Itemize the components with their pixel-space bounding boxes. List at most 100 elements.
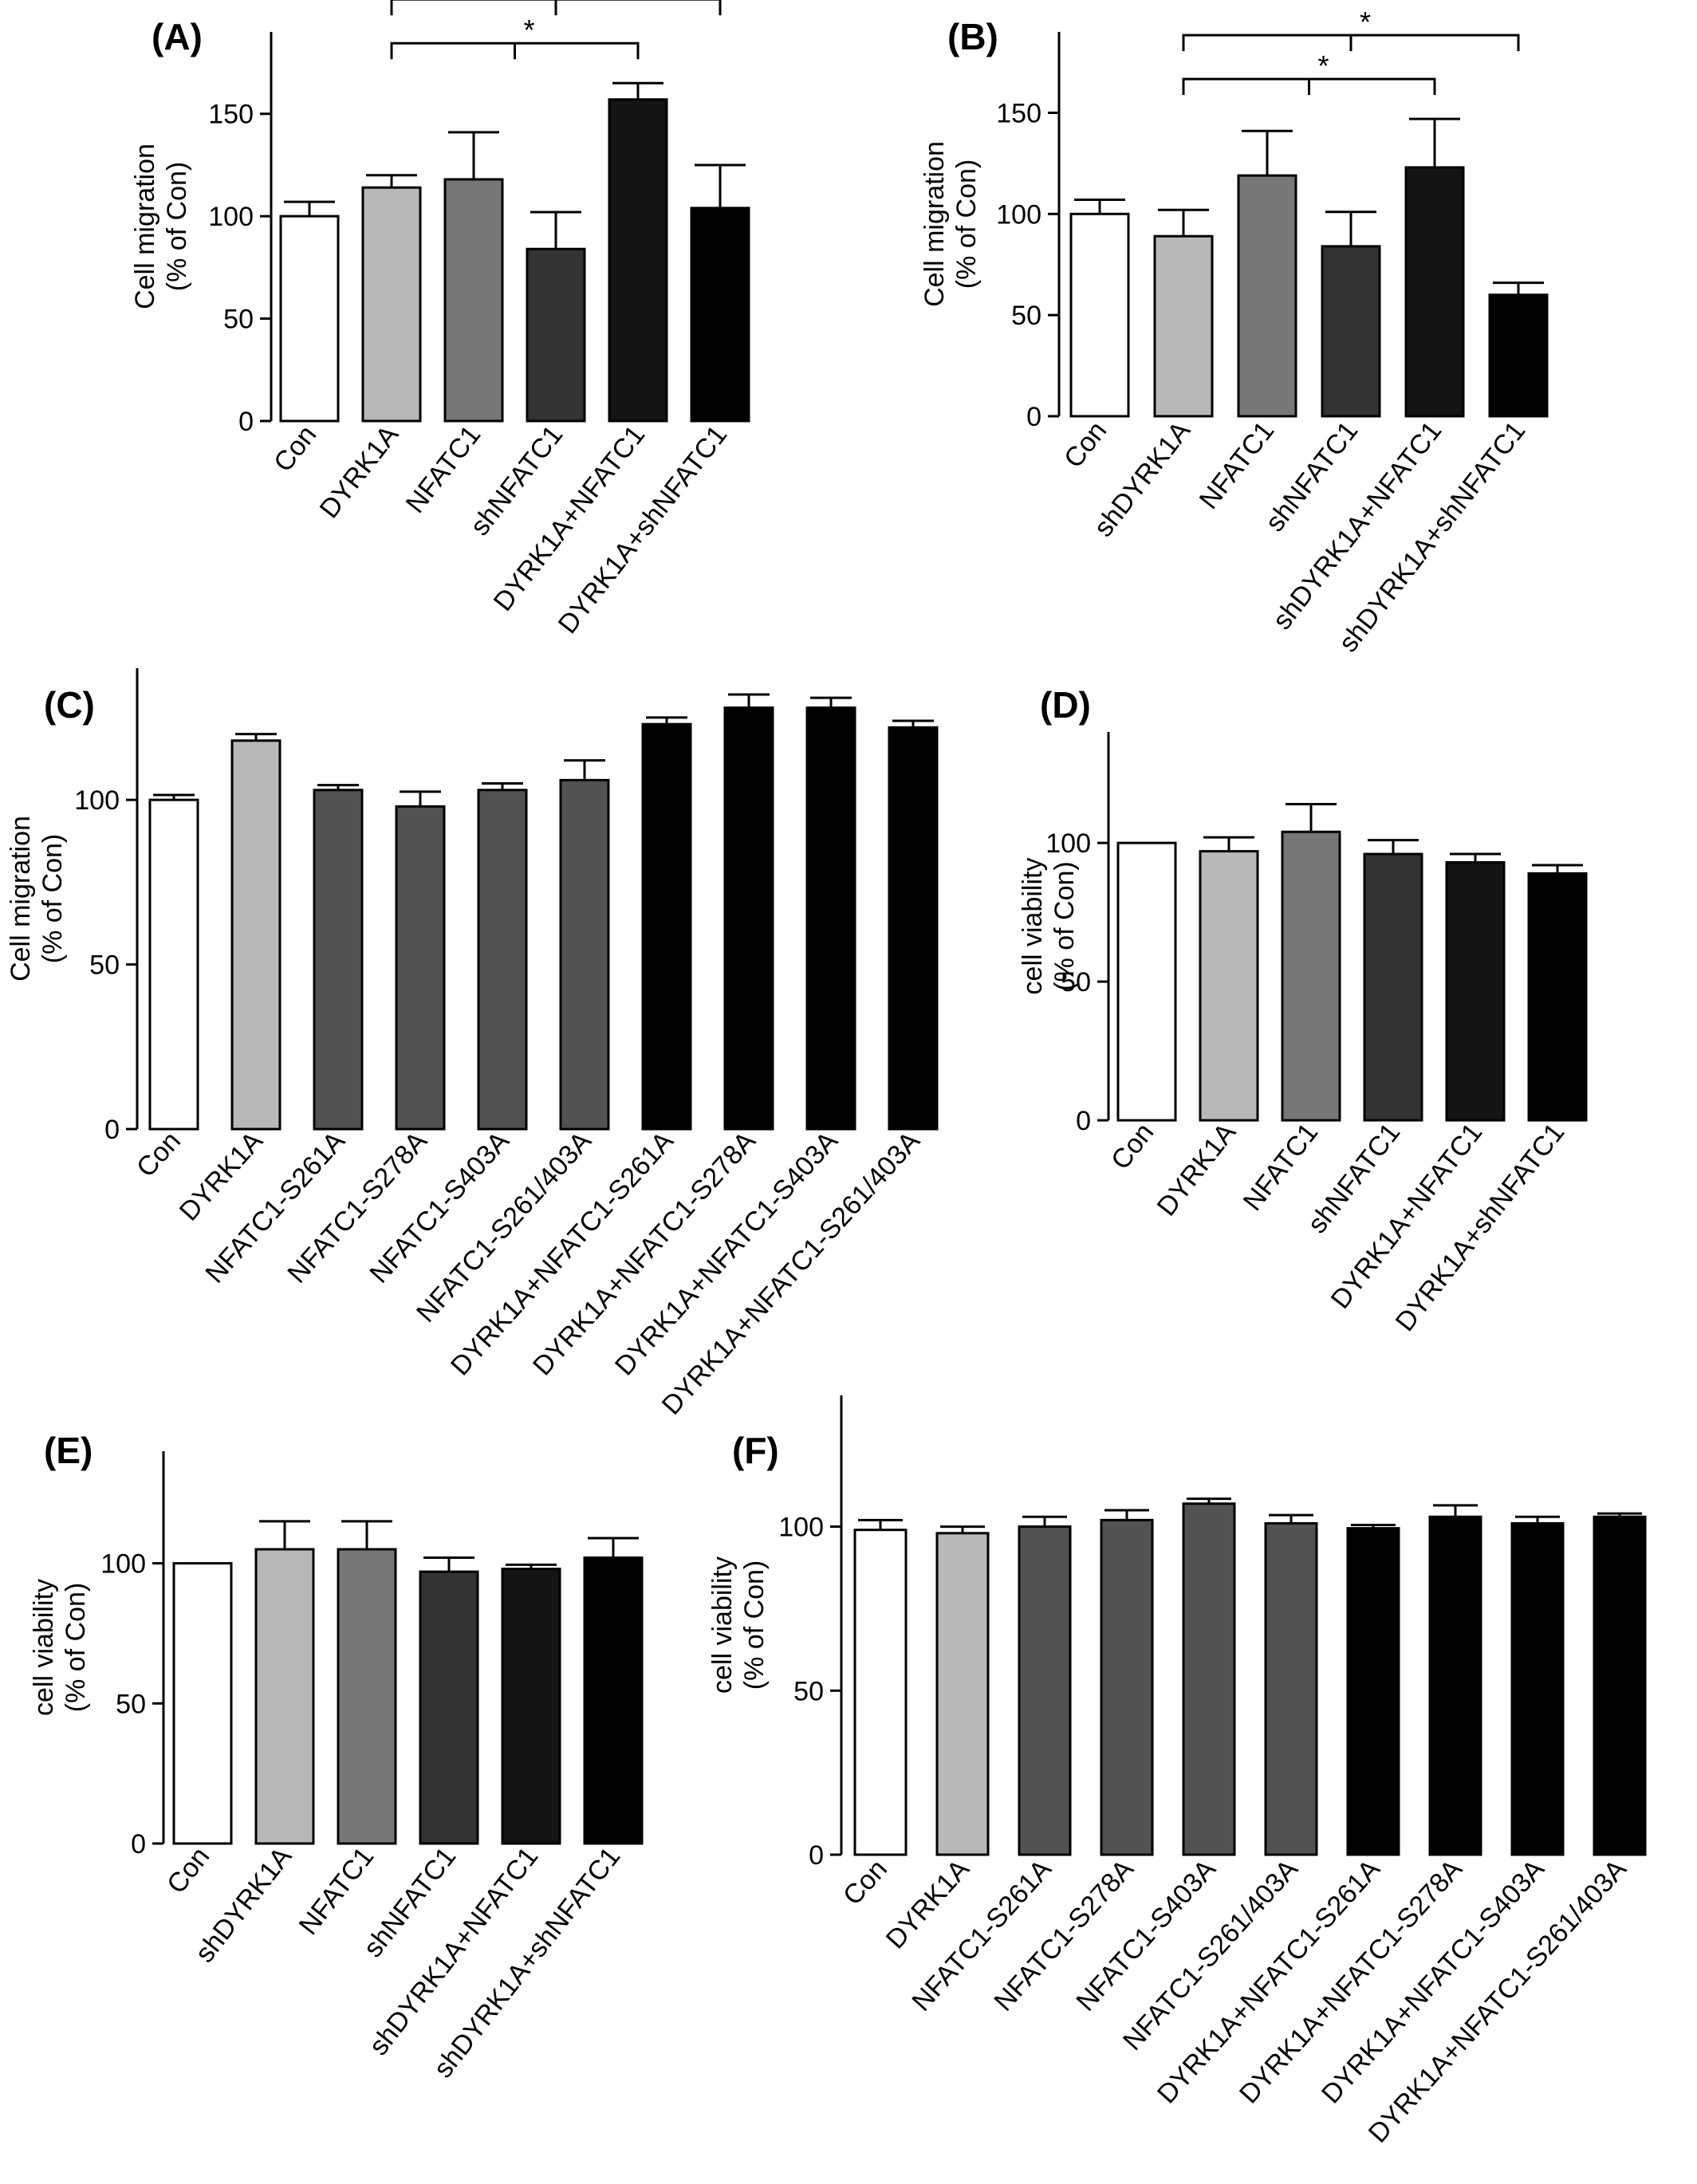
y-tick-label: 50 xyxy=(1011,301,1041,331)
y-axis-title: Cell migration(% of Con) xyxy=(130,144,192,309)
y-axis-title-line: Cell migration xyxy=(919,141,950,307)
bar xyxy=(337,1548,397,1845)
bar xyxy=(1445,860,1506,1122)
y-tick-label: 50 xyxy=(1061,967,1091,998)
bar xyxy=(853,1529,908,1856)
y-axis-title-line: (% of Con) xyxy=(162,162,192,292)
significance-bracket xyxy=(1182,33,1520,52)
bar xyxy=(230,739,282,1131)
y-tick-label: 50 xyxy=(223,305,254,335)
bar xyxy=(1100,1518,1154,1856)
y-axis-title: Cell migration(% of Con) xyxy=(6,816,68,982)
panel-label: (C) xyxy=(44,684,95,726)
bar xyxy=(583,1556,644,1845)
bar xyxy=(1018,1525,1072,1856)
bar xyxy=(1346,1527,1400,1856)
bar xyxy=(805,706,856,1131)
y-axis-title-line: Cell migration xyxy=(6,816,36,982)
y-tick-label: 0 xyxy=(809,1840,824,1871)
category-label: NFATC1-S278A xyxy=(282,1126,433,1289)
bar xyxy=(526,247,586,423)
significance-star: * xyxy=(1360,6,1371,38)
panel-label: (F) xyxy=(732,1430,779,1471)
category-label: NFATC1-S261A xyxy=(199,1126,351,1289)
y-tick-label: 100 xyxy=(208,202,254,232)
y-axis-title: cell viability(% of Con) xyxy=(1018,858,1080,995)
y-tick-label: 0 xyxy=(104,1115,120,1145)
bar xyxy=(1182,1502,1236,1856)
category-label: NFATC1 xyxy=(1194,416,1281,515)
bar xyxy=(1281,830,1341,1122)
bar xyxy=(888,726,939,1131)
bar xyxy=(1428,1515,1482,1856)
y-tick-label: 0 xyxy=(1026,402,1041,432)
panel-label: (B) xyxy=(947,16,998,57)
y-axis-title: cell viability(% of Con) xyxy=(29,1579,91,1716)
y-axis-title-line: cell viability xyxy=(1018,858,1048,995)
y-tick-label: 100 xyxy=(996,199,1041,230)
y-axis-title-line: (% of Con) xyxy=(61,1583,91,1713)
y-tick-label: 50 xyxy=(89,950,120,981)
panel-label: (E) xyxy=(44,1430,93,1471)
bar xyxy=(172,1562,233,1845)
category-label: NFATC1-S403A xyxy=(364,1126,515,1289)
category-label: DYRK1A xyxy=(1152,1117,1242,1222)
y-axis-title-line: (% of Con) xyxy=(951,159,982,289)
y-axis-title-line: (% of Con) xyxy=(739,1560,770,1690)
category-label: NFATC1 xyxy=(400,420,487,519)
category-label: NFATC1 xyxy=(1238,1118,1325,1217)
category-label: Con xyxy=(1058,416,1112,474)
panel-label: (A) xyxy=(152,16,203,57)
bar xyxy=(313,789,364,1131)
y-axis-title-line: cell viability xyxy=(707,1556,738,1694)
bar xyxy=(1199,850,1259,1122)
bar xyxy=(395,805,446,1131)
bar xyxy=(1593,1515,1647,1856)
y-axis-title: Cell migration(% of Con) xyxy=(919,141,982,307)
bar xyxy=(443,178,504,423)
bar xyxy=(559,778,610,1131)
y-tick-label: 0 xyxy=(1076,1106,1091,1136)
y-axis-title: cell viability(% of Con) xyxy=(707,1556,770,1694)
category-label: Con xyxy=(131,1126,187,1183)
significance-star: * xyxy=(565,0,576,2)
category-label: DYRK1A+NFATC1 xyxy=(488,420,652,617)
bar xyxy=(1237,174,1297,418)
category-label: Con xyxy=(837,1854,893,1911)
category-label: DYRK1A xyxy=(314,419,405,524)
significance-star: * xyxy=(1317,49,1329,82)
category-label: NFATC1-S403A xyxy=(1070,1854,1222,2017)
panel-label: (D) xyxy=(1040,684,1091,726)
y-axis-title-line: Cell migration xyxy=(130,144,160,309)
bar xyxy=(1510,1521,1565,1856)
category-label: Con xyxy=(268,420,322,478)
y-tick-label: 100 xyxy=(74,785,120,816)
bar xyxy=(608,98,668,423)
bar xyxy=(723,706,774,1131)
category-label: NFATC1 xyxy=(293,1842,380,1941)
significance-star: * xyxy=(523,14,534,46)
bar xyxy=(935,1532,990,1856)
bar xyxy=(1404,166,1465,418)
bar xyxy=(477,789,528,1131)
bar xyxy=(1153,234,1214,418)
bar xyxy=(361,186,422,423)
y-axis-title-line: (% of Con) xyxy=(37,834,68,964)
category-label: NFATC1-S261A xyxy=(906,1854,1057,2017)
y-axis-title-line: cell viability xyxy=(29,1579,59,1716)
significance-bracket xyxy=(390,0,722,16)
significance-bracket xyxy=(1182,77,1436,96)
y-axis-title-line: (% of Con) xyxy=(1049,861,1080,991)
bar xyxy=(1116,841,1177,1122)
y-tick-label: 0 xyxy=(238,407,254,437)
bar xyxy=(1069,212,1130,418)
bar xyxy=(279,214,340,423)
category-label: Con xyxy=(161,1842,215,1900)
bar xyxy=(1527,872,1588,1122)
y-tick-label: 0 xyxy=(131,1829,146,1859)
bar xyxy=(1363,852,1423,1122)
y-tick-label: 100 xyxy=(778,1513,824,1543)
